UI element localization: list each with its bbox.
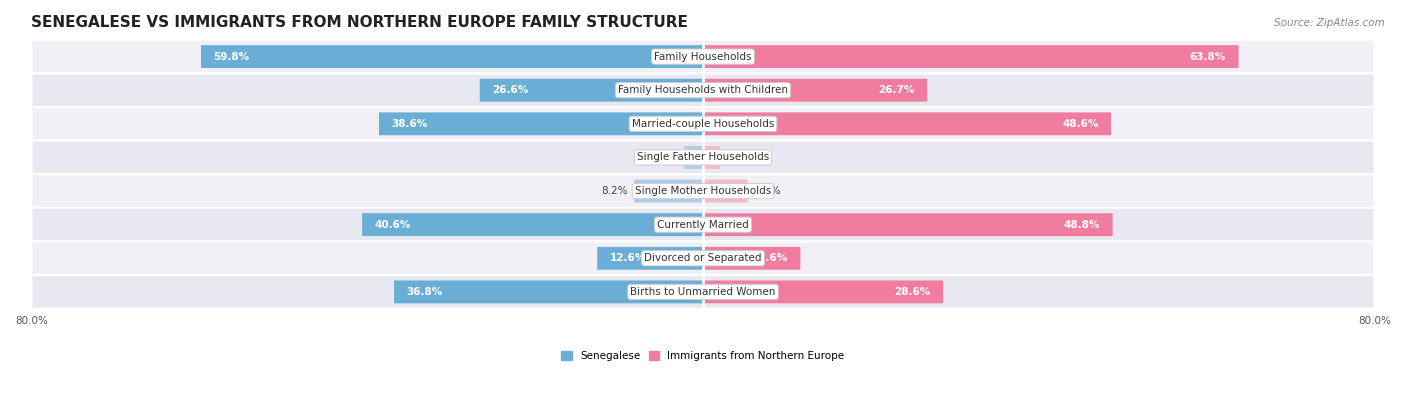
Text: 5.3%: 5.3%: [754, 186, 780, 196]
FancyBboxPatch shape: [598, 247, 703, 270]
Text: Married-couple Households: Married-couple Households: [631, 119, 775, 129]
Text: SENEGALESE VS IMMIGRANTS FROM NORTHERN EUROPE FAMILY STRUCTURE: SENEGALESE VS IMMIGRANTS FROM NORTHERN E…: [31, 15, 689, 30]
Text: 48.6%: 48.6%: [1062, 119, 1098, 129]
FancyBboxPatch shape: [31, 107, 1375, 141]
FancyBboxPatch shape: [31, 241, 1375, 275]
Text: Divorced or Separated: Divorced or Separated: [644, 253, 762, 263]
FancyBboxPatch shape: [703, 146, 720, 169]
Text: 59.8%: 59.8%: [214, 52, 250, 62]
FancyBboxPatch shape: [479, 79, 703, 102]
FancyBboxPatch shape: [380, 113, 703, 135]
Text: Single Father Households: Single Father Households: [637, 152, 769, 162]
Text: 2.3%: 2.3%: [651, 152, 676, 162]
Text: Family Households with Children: Family Households with Children: [619, 85, 787, 95]
FancyBboxPatch shape: [201, 45, 703, 68]
Text: Single Mother Households: Single Mother Households: [636, 186, 770, 196]
FancyBboxPatch shape: [703, 79, 927, 102]
FancyBboxPatch shape: [703, 280, 943, 303]
FancyBboxPatch shape: [31, 40, 1375, 73]
FancyBboxPatch shape: [703, 213, 1112, 236]
Legend: Senegalese, Immigrants from Northern Europe: Senegalese, Immigrants from Northern Eur…: [557, 347, 849, 365]
Text: 40.6%: 40.6%: [375, 220, 411, 229]
FancyBboxPatch shape: [703, 180, 748, 203]
Text: 28.6%: 28.6%: [894, 287, 931, 297]
FancyBboxPatch shape: [703, 45, 1239, 68]
Text: 36.8%: 36.8%: [406, 287, 443, 297]
Text: Currently Married: Currently Married: [657, 220, 749, 229]
Text: 12.6%: 12.6%: [610, 253, 647, 263]
FancyBboxPatch shape: [31, 73, 1375, 107]
Text: 26.7%: 26.7%: [879, 85, 914, 95]
Text: 11.6%: 11.6%: [752, 253, 787, 263]
Text: 26.6%: 26.6%: [492, 85, 529, 95]
Text: Births to Unmarried Women: Births to Unmarried Women: [630, 287, 776, 297]
FancyBboxPatch shape: [31, 208, 1375, 241]
FancyBboxPatch shape: [363, 213, 703, 236]
FancyBboxPatch shape: [683, 146, 703, 169]
Text: 38.6%: 38.6%: [391, 119, 427, 129]
FancyBboxPatch shape: [703, 247, 800, 270]
FancyBboxPatch shape: [394, 280, 703, 303]
Text: 2.0%: 2.0%: [727, 152, 752, 162]
FancyBboxPatch shape: [703, 113, 1111, 135]
FancyBboxPatch shape: [634, 180, 703, 203]
Text: 8.2%: 8.2%: [600, 186, 627, 196]
FancyBboxPatch shape: [31, 141, 1375, 174]
Text: 63.8%: 63.8%: [1189, 52, 1226, 62]
Text: 48.8%: 48.8%: [1064, 220, 1099, 229]
Text: Source: ZipAtlas.com: Source: ZipAtlas.com: [1274, 18, 1385, 28]
FancyBboxPatch shape: [31, 275, 1375, 309]
FancyBboxPatch shape: [31, 174, 1375, 208]
Text: Family Households: Family Households: [654, 52, 752, 62]
